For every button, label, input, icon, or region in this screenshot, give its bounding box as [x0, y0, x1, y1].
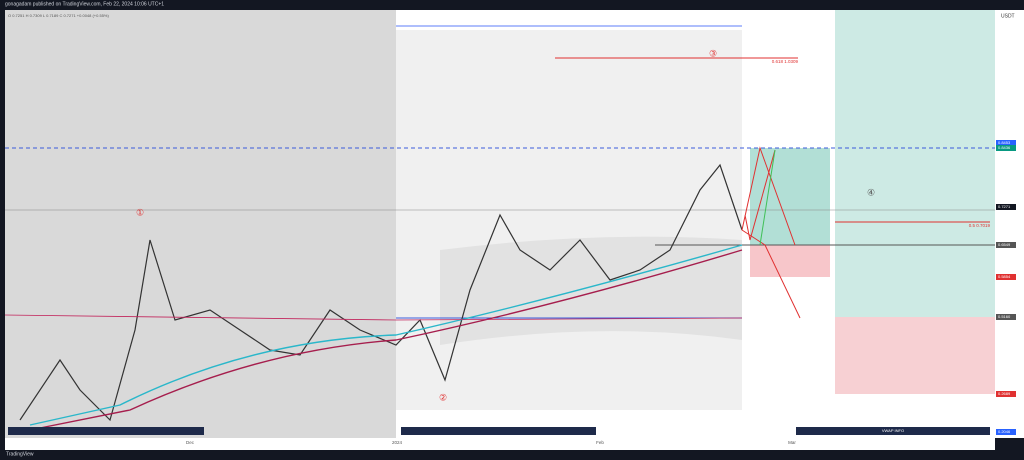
price-box: [996, 204, 1016, 210]
price-path: [19, 163, 743, 422]
shade-left: [5, 10, 396, 438]
price-box: [996, 391, 1016, 397]
price-box: [996, 314, 1016, 320]
time-label: Mar: [788, 440, 796, 445]
time-label: Dec: [186, 440, 195, 445]
price-box-label: 0.8453: [998, 140, 1011, 145]
price-axis: [995, 10, 1024, 438]
price-box: [996, 145, 1016, 151]
price-box: [996, 140, 1016, 146]
brand: TradingView: [6, 451, 34, 457]
long-stop: [835, 317, 995, 394]
price-box: [996, 274, 1016, 280]
wave-label: ③: [709, 48, 717, 58]
panel-label: VWAP INFO: [882, 428, 904, 433]
wave-label: ④: [867, 187, 875, 197]
ohlc: O 0.7251 H 0.7309 L 0.7189 C 0.7271 +0.0…: [8, 13, 109, 18]
price-box-label: 0.7271: [998, 204, 1011, 209]
info-panel: [401, 427, 596, 435]
time-label: Feb: [596, 440, 604, 445]
fib-label: 0.618 1.0309: [772, 59, 799, 64]
wave-label: ①: [136, 207, 144, 217]
projection: [741, 146, 801, 319]
price-box-label: 0.2046: [998, 429, 1011, 434]
price-box-label: 0.6549: [998, 242, 1011, 247]
price-box: [996, 242, 1016, 248]
price-box-label: 0.5160: [998, 314, 1011, 319]
long-target: [835, 10, 995, 317]
time-labels: Dec 2024 Feb Mar: [186, 440, 796, 445]
price-box-label: 0.8436: [998, 145, 1011, 150]
ma-line: [29, 249, 743, 431]
price-box: [996, 429, 1016, 435]
currency: USDT: [1001, 13, 1015, 19]
publisher: gonagadam published on TradingView.com, …: [5, 1, 164, 7]
shade-mid: [396, 30, 742, 410]
info-panel: [8, 427, 204, 435]
time-axis: [5, 438, 995, 450]
price-box-label: 0.5854: [998, 274, 1011, 279]
price-box-label: 0.2689: [998, 391, 1011, 396]
ma-line: [29, 244, 743, 426]
stop-zone: [750, 245, 830, 277]
target-zone: [750, 148, 830, 245]
info-panel: [796, 427, 990, 435]
ma-line: [4, 314, 743, 321]
projection: [759, 149, 776, 246]
wave-label: ②: [439, 392, 447, 402]
time-label: 2024: [392, 440, 403, 445]
fib-label: 0.5 0.7019: [969, 223, 991, 228]
